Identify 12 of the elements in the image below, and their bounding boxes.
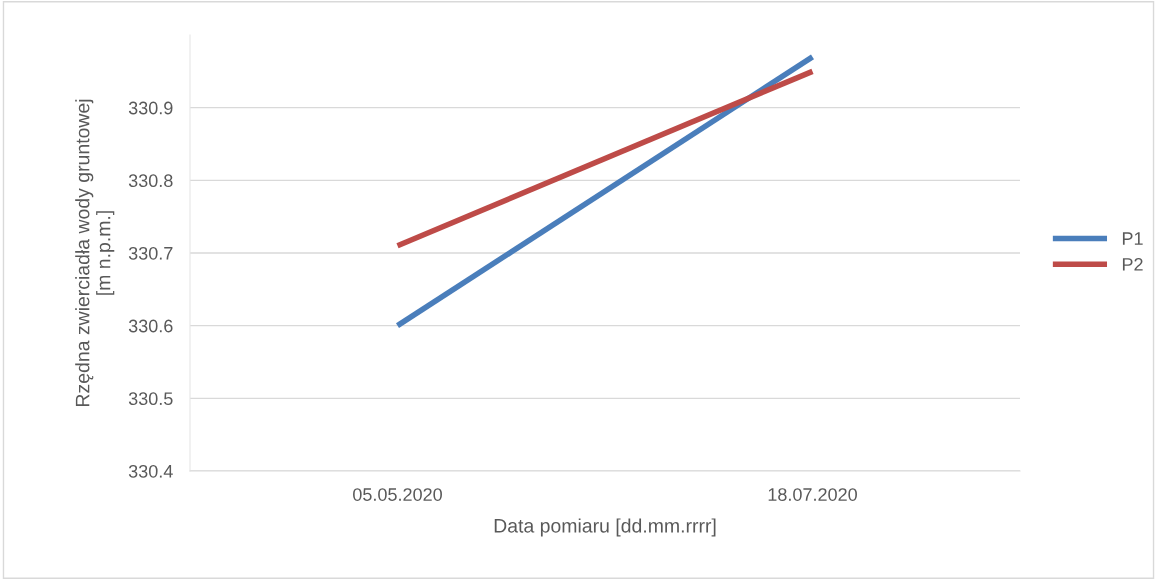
y-tick-label: 330.6: [128, 319, 173, 333]
legend-label: P2: [1122, 257, 1143, 271]
y-tick-label: 330.8: [128, 174, 173, 188]
y-axis-title: Rzędna zwierciadła wody gruntowej [m n.p.m.]: [75, 99, 115, 406]
x-axis-title: Data pomiaru [dd.mm.rrrr]: [494, 518, 716, 537]
y-tick-label: 330.5: [128, 392, 173, 406]
legend-label: P1: [1122, 232, 1143, 245]
y-tick-label: 330.4: [128, 464, 173, 478]
y-tick-label: 330.7: [128, 246, 173, 260]
x-tick-label: 18.07.2020: [768, 488, 857, 501]
y-tick-label: 330.9: [128, 101, 173, 115]
x-tick-label: 05.05.2020: [353, 488, 442, 501]
